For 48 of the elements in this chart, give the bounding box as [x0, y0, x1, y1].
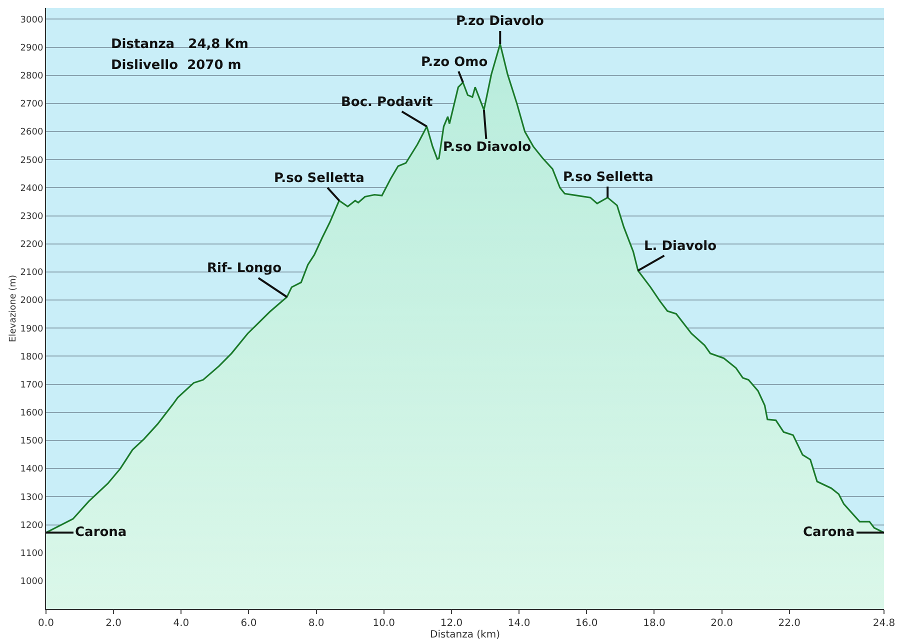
- y-tick-label: 1600: [20, 408, 44, 419]
- annotation: L. Diavolo: [644, 239, 717, 254]
- y-tick-label: 2500: [20, 156, 44, 166]
- x-tick-label: 10.0: [372, 618, 396, 629]
- y-tick-label: 2800: [20, 72, 44, 82]
- y-tick-label: 1000: [20, 577, 44, 588]
- y-tick-label: 2300: [20, 212, 44, 222]
- x-tick-label: 4.0: [173, 618, 190, 629]
- y-tick-label: 1200: [20, 520, 44, 531]
- y-tick-label: 1700: [20, 380, 44, 390]
- annotation: Distanza 24,8 Km: [111, 37, 248, 52]
- y-tick-label: 1100: [20, 548, 44, 559]
- annotation: Rif- Longo: [207, 261, 282, 276]
- y-tick-label: 1800: [20, 352, 44, 362]
- y-tick-label: 1500: [20, 436, 44, 447]
- annotation: Carona: [75, 525, 127, 540]
- annotation: Carona: [803, 525, 855, 540]
- x-tick-label: 14.0: [508, 618, 530, 629]
- y-tick-label: 1400: [20, 464, 44, 475]
- x-tick-label: 24.8: [872, 618, 896, 629]
- y-tick-label: 2600: [20, 128, 44, 138]
- annotation: Boc. Podavit: [341, 95, 433, 110]
- y-tick-label: 2000: [20, 296, 44, 306]
- y-tick-label: 2200: [20, 240, 44, 250]
- x-axis-title: Distanza (km): [430, 630, 500, 640]
- x-tick-label: 22.0: [778, 618, 801, 629]
- x-tick-label: 8.0: [308, 618, 324, 629]
- x-tick-label: 16.0: [576, 618, 598, 629]
- annotation: P.so Selletta: [274, 171, 364, 186]
- x-tick-label: 12.0: [440, 618, 463, 629]
- annotation: P.zo Diavolo: [456, 14, 544, 29]
- y-tick-label: 1300: [20, 492, 44, 503]
- x-tick-label: 20.0: [710, 618, 733, 629]
- annotation: P.so Selletta: [563, 170, 654, 185]
- y-tick-label: 1900: [20, 324, 44, 334]
- x-tick-label: 0.0: [38, 618, 54, 629]
- y-tick-label: 3000: [20, 15, 44, 26]
- annotation: Dislivello 2070 m: [111, 58, 242, 73]
- y-axis-title: Elevazione (m): [8, 274, 19, 342]
- y-tick-label: 2900: [20, 43, 44, 54]
- annotation: P.zo Omo: [421, 55, 488, 70]
- annotation: P.so Diavolo: [443, 140, 532, 155]
- x-tick-label: 2.0: [106, 618, 122, 629]
- y-tick-label: 2100: [20, 268, 44, 278]
- y-tick-label: 2400: [20, 184, 44, 194]
- x-tick-label: 18.0: [643, 618, 666, 629]
- y-tick-label: 2700: [20, 100, 44, 110]
- x-tick-label: 6.0: [240, 618, 257, 629]
